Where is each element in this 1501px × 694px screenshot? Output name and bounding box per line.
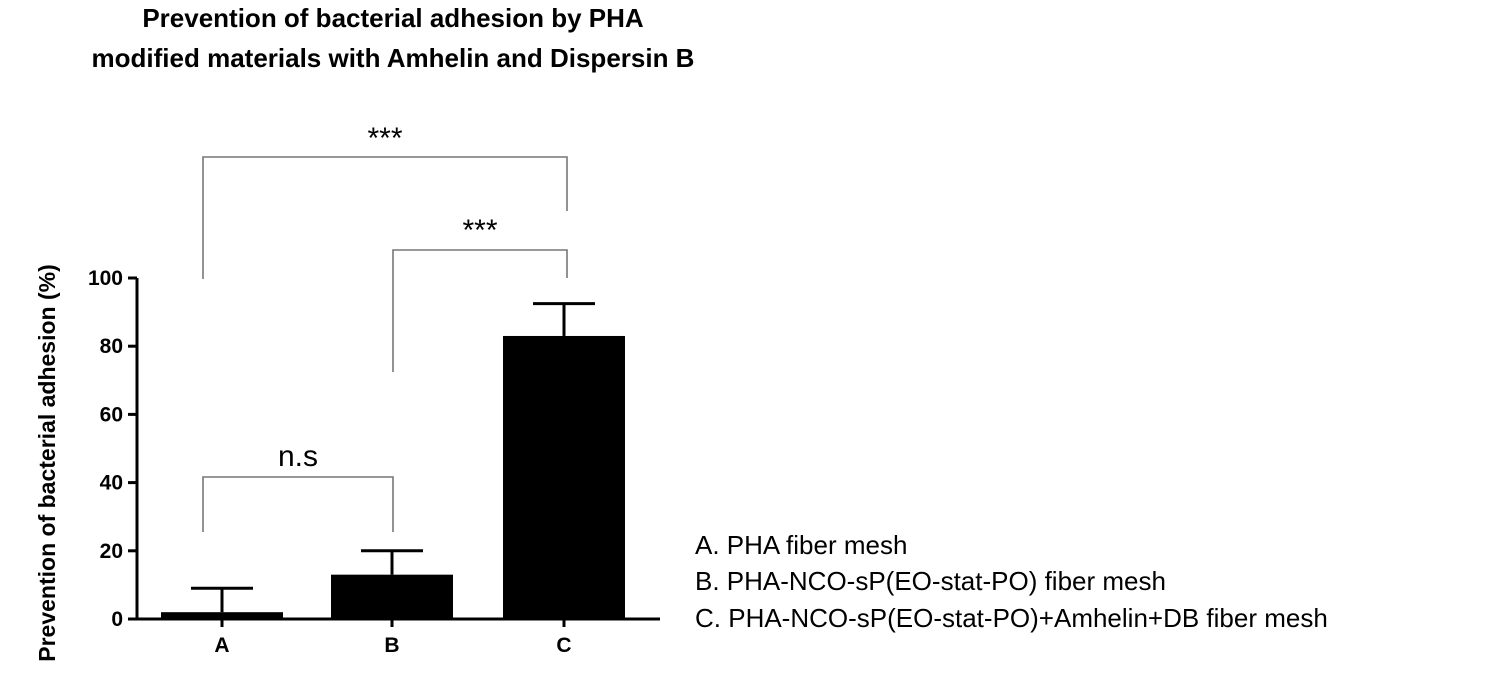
y-tick-label: 0 bbox=[111, 608, 123, 631]
chart-title-line-2: modified materials with Amhelin and Disp… bbox=[92, 43, 695, 73]
legend: A. PHA fiber mesh B. PHA-NCO-sP(EO-stat-… bbox=[695, 530, 1328, 633]
x-tick-label: A bbox=[214, 634, 229, 657]
legend-item-a: A. PHA fiber mesh bbox=[695, 530, 907, 560]
bars bbox=[161, 335, 625, 619]
bracket-b-c bbox=[392, 249, 568, 372]
y-tick-label: 100 bbox=[88, 267, 123, 290]
y-tick-label: 20 bbox=[100, 540, 123, 563]
bracket-a-b bbox=[202, 476, 394, 532]
bar-a bbox=[161, 612, 283, 619]
significance-brackets: n.s *** *** bbox=[202, 122, 568, 532]
y-tick-label: 80 bbox=[100, 335, 123, 358]
y-tick-label: 60 bbox=[100, 403, 123, 426]
bracket-a-c bbox=[202, 156, 568, 279]
significance-label-a-b: n.s bbox=[278, 440, 318, 473]
bar-c bbox=[503, 335, 625, 619]
x-tick-label: B bbox=[384, 634, 399, 657]
legend-item-b: B. PHA-NCO-sP(EO-stat-PO) fiber mesh bbox=[695, 566, 1166, 596]
x-tick-label: C bbox=[556, 634, 571, 657]
legend-item-c: C. PHA-NCO-sP(EO-stat-PO)+Amhelin+DB fib… bbox=[695, 603, 1328, 633]
error-bars bbox=[191, 302, 595, 613]
significance-label-a-c: *** bbox=[367, 122, 402, 155]
y-tick-label: 40 bbox=[100, 472, 123, 495]
y-axis-label: Prevention of bacterial adhesion (%) bbox=[34, 264, 60, 661]
significance-label-b-c: *** bbox=[462, 214, 497, 247]
bar-b bbox=[331, 574, 453, 619]
chart-title-line-1: Prevention of bacterial adhesion by PHA bbox=[142, 3, 644, 33]
